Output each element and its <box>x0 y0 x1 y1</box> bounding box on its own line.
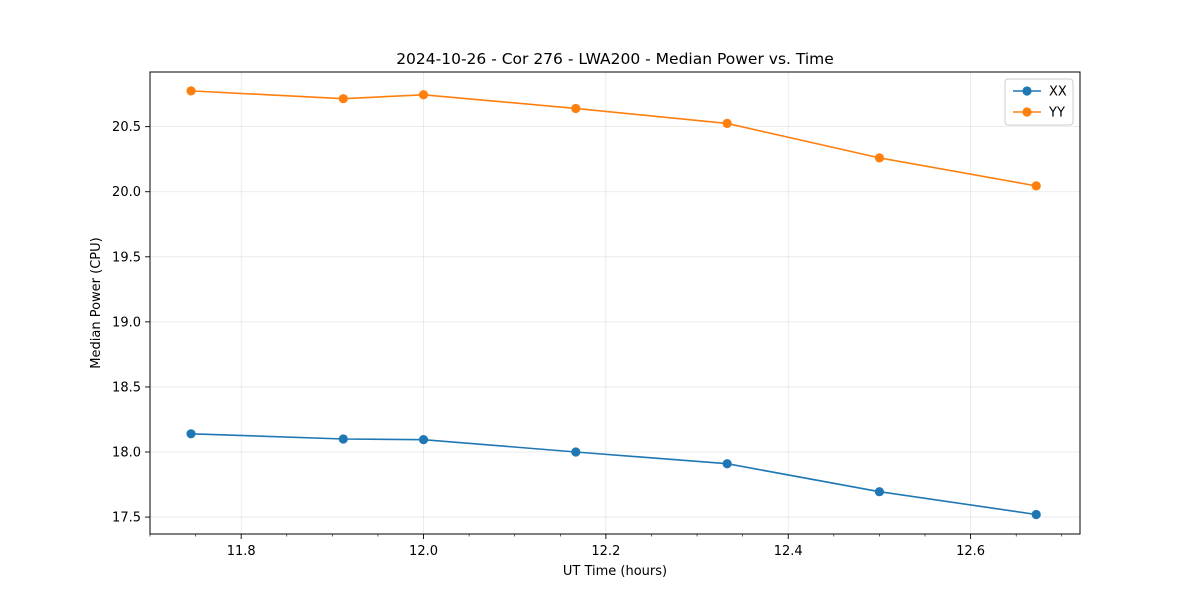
data-point-xx <box>418 435 429 445</box>
legend-label-yy: YY <box>1048 106 1065 121</box>
y-tick-label: 19.0 <box>112 315 141 330</box>
legend-marker-xx <box>1022 86 1032 96</box>
y-tick-label: 18.0 <box>112 446 141 461</box>
data-point-yy <box>418 90 429 100</box>
data-point-yy <box>338 94 348 104</box>
data-point-yy <box>1031 181 1041 191</box>
data-point-xx <box>338 434 348 444</box>
x-tick-label: 11.8 <box>227 544 256 559</box>
tick-layer: 11.8 12.0 12.2 12.4 12.6 17.5 18.0 18.5 19.0 19.5… <box>112 120 1063 559</box>
y-tick-label: 18.5 <box>112 380 141 395</box>
grid-layer <box>150 72 1080 534</box>
data-point-xx <box>186 429 196 439</box>
y-axis-label: Median Power (CPU) <box>89 237 104 368</box>
legend-label-xx: XX <box>1049 85 1067 100</box>
data-point-xx <box>571 447 581 457</box>
x-tick-label: 12.6 <box>956 544 985 559</box>
x-tick-label: 12.0 <box>409 544 438 559</box>
data-point-yy <box>874 153 885 163</box>
chart-title: 2024-10-26 - Cor 276 - LWA200 - Median P… <box>396 50 834 68</box>
x-tick-label: 12.4 <box>774 544 803 559</box>
data-point-yy <box>722 118 732 129</box>
legend-marker-yy <box>1022 107 1032 117</box>
x-tick-label: 12.2 <box>591 544 620 559</box>
x-axis-label: UT Time (hours) <box>563 564 667 579</box>
y-tick-label: 19.5 <box>112 250 141 265</box>
y-tick-label: 17.5 <box>112 511 141 526</box>
y-tick-label: 20.5 <box>112 120 141 135</box>
data-point-yy <box>571 103 581 114</box>
data-point-xx <box>722 459 732 469</box>
plot-frame <box>149 71 1081 535</box>
data-point-xx <box>874 487 885 497</box>
data-point-yy <box>186 86 196 96</box>
data-point-xx <box>1031 509 1041 520</box>
legend: XX YY <box>1004 78 1074 126</box>
y-tick-label: 20.0 <box>112 185 141 200</box>
series-layer <box>186 86 1041 520</box>
